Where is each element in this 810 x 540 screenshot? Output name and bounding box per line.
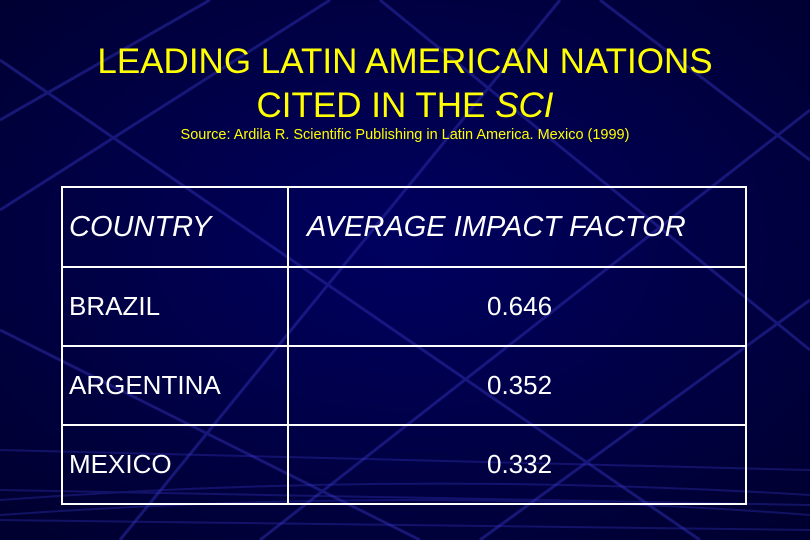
title-line-2: CITED IN THE SCI: [257, 86, 554, 125]
impact-factor-table: COUNTRY AVERAGE IMPACT FACTOR BRAZIL 0.6…: [61, 186, 747, 505]
title-sci-emphasis: SCI: [495, 86, 554, 125]
header-average-impact-factor: AVERAGE IMPACT FACTOR: [287, 186, 747, 268]
impact-factor-cell: 0.646: [287, 266, 747, 347]
source-citation: Source: Ardila R. Scientific Publishing …: [180, 127, 630, 143]
header-country: COUNTRY: [61, 186, 289, 268]
impact-factor-cell: 0.352: [287, 345, 747, 426]
impact-factor-cell: 0.332: [287, 424, 747, 505]
table-row: MEXICO 0.332: [61, 424, 747, 505]
title-line-2-prefix: CITED IN THE: [256, 86, 486, 125]
table-header-row: COUNTRY AVERAGE IMPACT FACTOR: [61, 186, 747, 268]
table-row: BRAZIL 0.646: [61, 266, 747, 347]
country-cell: MEXICO: [61, 424, 289, 505]
title-line-1: LEADING LATIN AMERICAN NATIONS: [97, 42, 713, 81]
country-cell: BRAZIL: [61, 266, 289, 347]
country-cell: ARGENTINA: [61, 345, 289, 426]
slide-title: LEADING LATIN AMERICAN NATIONS CITED IN …: [0, 40, 810, 128]
table-row: ARGENTINA 0.352: [61, 345, 747, 426]
